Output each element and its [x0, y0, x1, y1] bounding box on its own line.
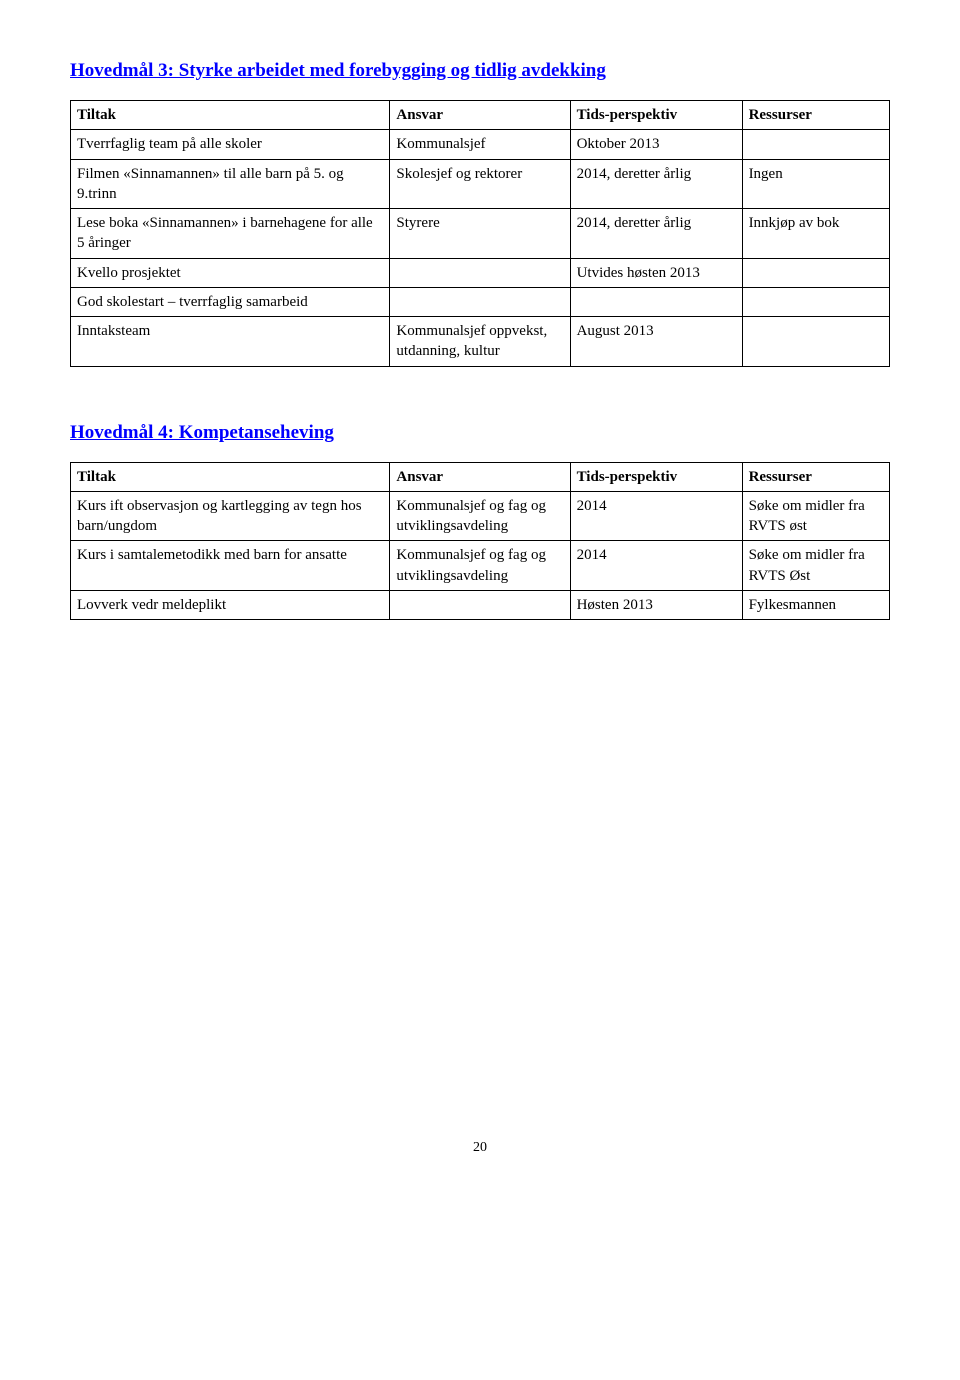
cell: Søke om midler fra RVTS øst — [742, 491, 889, 541]
cell: Lovverk vedr meldeplikt — [71, 590, 390, 619]
table-row: Lovverk vedr meldeplikt Høsten 2013 Fylk… — [71, 590, 890, 619]
cell: Søke om midler fra RVTS Øst — [742, 541, 889, 591]
table-row: Filmen «Sinnamannen» til alle barn på 5.… — [71, 159, 890, 209]
cell: Kommunalsjef oppvekst, utdanning, kultur — [390, 317, 570, 367]
cell: Skolesjef og rektorer — [390, 159, 570, 209]
cell — [570, 287, 742, 316]
table-header-row: Tiltak Ansvar Tids-perspektiv Ressurser — [71, 101, 890, 130]
cell: Fylkesmannen — [742, 590, 889, 619]
th-tids: Tids-perspektiv — [570, 462, 742, 491]
section2-heading: Hovedmål 4: Kompetanseheving — [70, 422, 890, 444]
cell: August 2013 — [570, 317, 742, 367]
table-header-row: Tiltak Ansvar Tids-perspektiv Ressurser — [71, 462, 890, 491]
th-tiltak: Tiltak — [71, 101, 390, 130]
th-ressurser: Ressurser — [742, 101, 889, 130]
table-row: Lese boka «Sinnamannen» i barnehagene fo… — [71, 209, 890, 259]
cell — [742, 258, 889, 287]
cell: Oktober 2013 — [570, 130, 742, 159]
cell: 2014 — [570, 491, 742, 541]
cell: Utvides høsten 2013 — [570, 258, 742, 287]
cell — [390, 258, 570, 287]
cell: Filmen «Sinnamannen» til alle barn på 5.… — [71, 159, 390, 209]
cell: Kurs ift observasjon og kartlegging av t… — [71, 491, 390, 541]
table-row: Kurs i samtalemetodikk med barn for ansa… — [71, 541, 890, 591]
cell: Kommunalsjef og fag og utviklingsavdelin… — [390, 541, 570, 591]
th-ansvar: Ansvar — [390, 101, 570, 130]
table-2: Tiltak Ansvar Tids-perspektiv Ressurser … — [70, 462, 890, 621]
cell: Kommunalsjef og fag og utviklingsavdelin… — [390, 491, 570, 541]
table-row: Kvello prosjektet Utvides høsten 2013 — [71, 258, 890, 287]
cell: Kurs i samtalemetodikk med barn for ansa… — [71, 541, 390, 591]
cell — [390, 590, 570, 619]
th-tiltak: Tiltak — [71, 462, 390, 491]
cell: Tverrfaglig team på alle skoler — [71, 130, 390, 159]
th-tids: Tids-perspektiv — [570, 101, 742, 130]
cell: Lese boka «Sinnamannen» i barnehagene fo… — [71, 209, 390, 259]
cell — [390, 287, 570, 316]
cell: Innkjøp av bok — [742, 209, 889, 259]
cell — [742, 287, 889, 316]
cell: 2014, deretter årlig — [570, 209, 742, 259]
cell: 2014, deretter årlig — [570, 159, 742, 209]
cell: Kommunalsjef — [390, 130, 570, 159]
page-number: 20 — [70, 1140, 890, 1156]
cell: Høsten 2013 — [570, 590, 742, 619]
cell: Kvello prosjektet — [71, 258, 390, 287]
th-ressurser: Ressurser — [742, 462, 889, 491]
cell: Ingen — [742, 159, 889, 209]
cell: Inntaksteam — [71, 317, 390, 367]
section1-heading: Hovedmål 3: Styrke arbeidet med forebygg… — [70, 60, 890, 82]
cell — [742, 317, 889, 367]
table-row: Tverrfaglig team på alle skoler Kommunal… — [71, 130, 890, 159]
table-row: Inntaksteam Kommunalsjef oppvekst, utdan… — [71, 317, 890, 367]
table-row: God skolestart – tverrfaglig samarbeid — [71, 287, 890, 316]
table-row: Kurs ift observasjon og kartlegging av t… — [71, 491, 890, 541]
th-ansvar: Ansvar — [390, 462, 570, 491]
table-1: Tiltak Ansvar Tids-perspektiv Ressurser … — [70, 100, 890, 367]
cell: 2014 — [570, 541, 742, 591]
cell: Styrere — [390, 209, 570, 259]
cell — [742, 130, 889, 159]
cell: God skolestart – tverrfaglig samarbeid — [71, 287, 390, 316]
